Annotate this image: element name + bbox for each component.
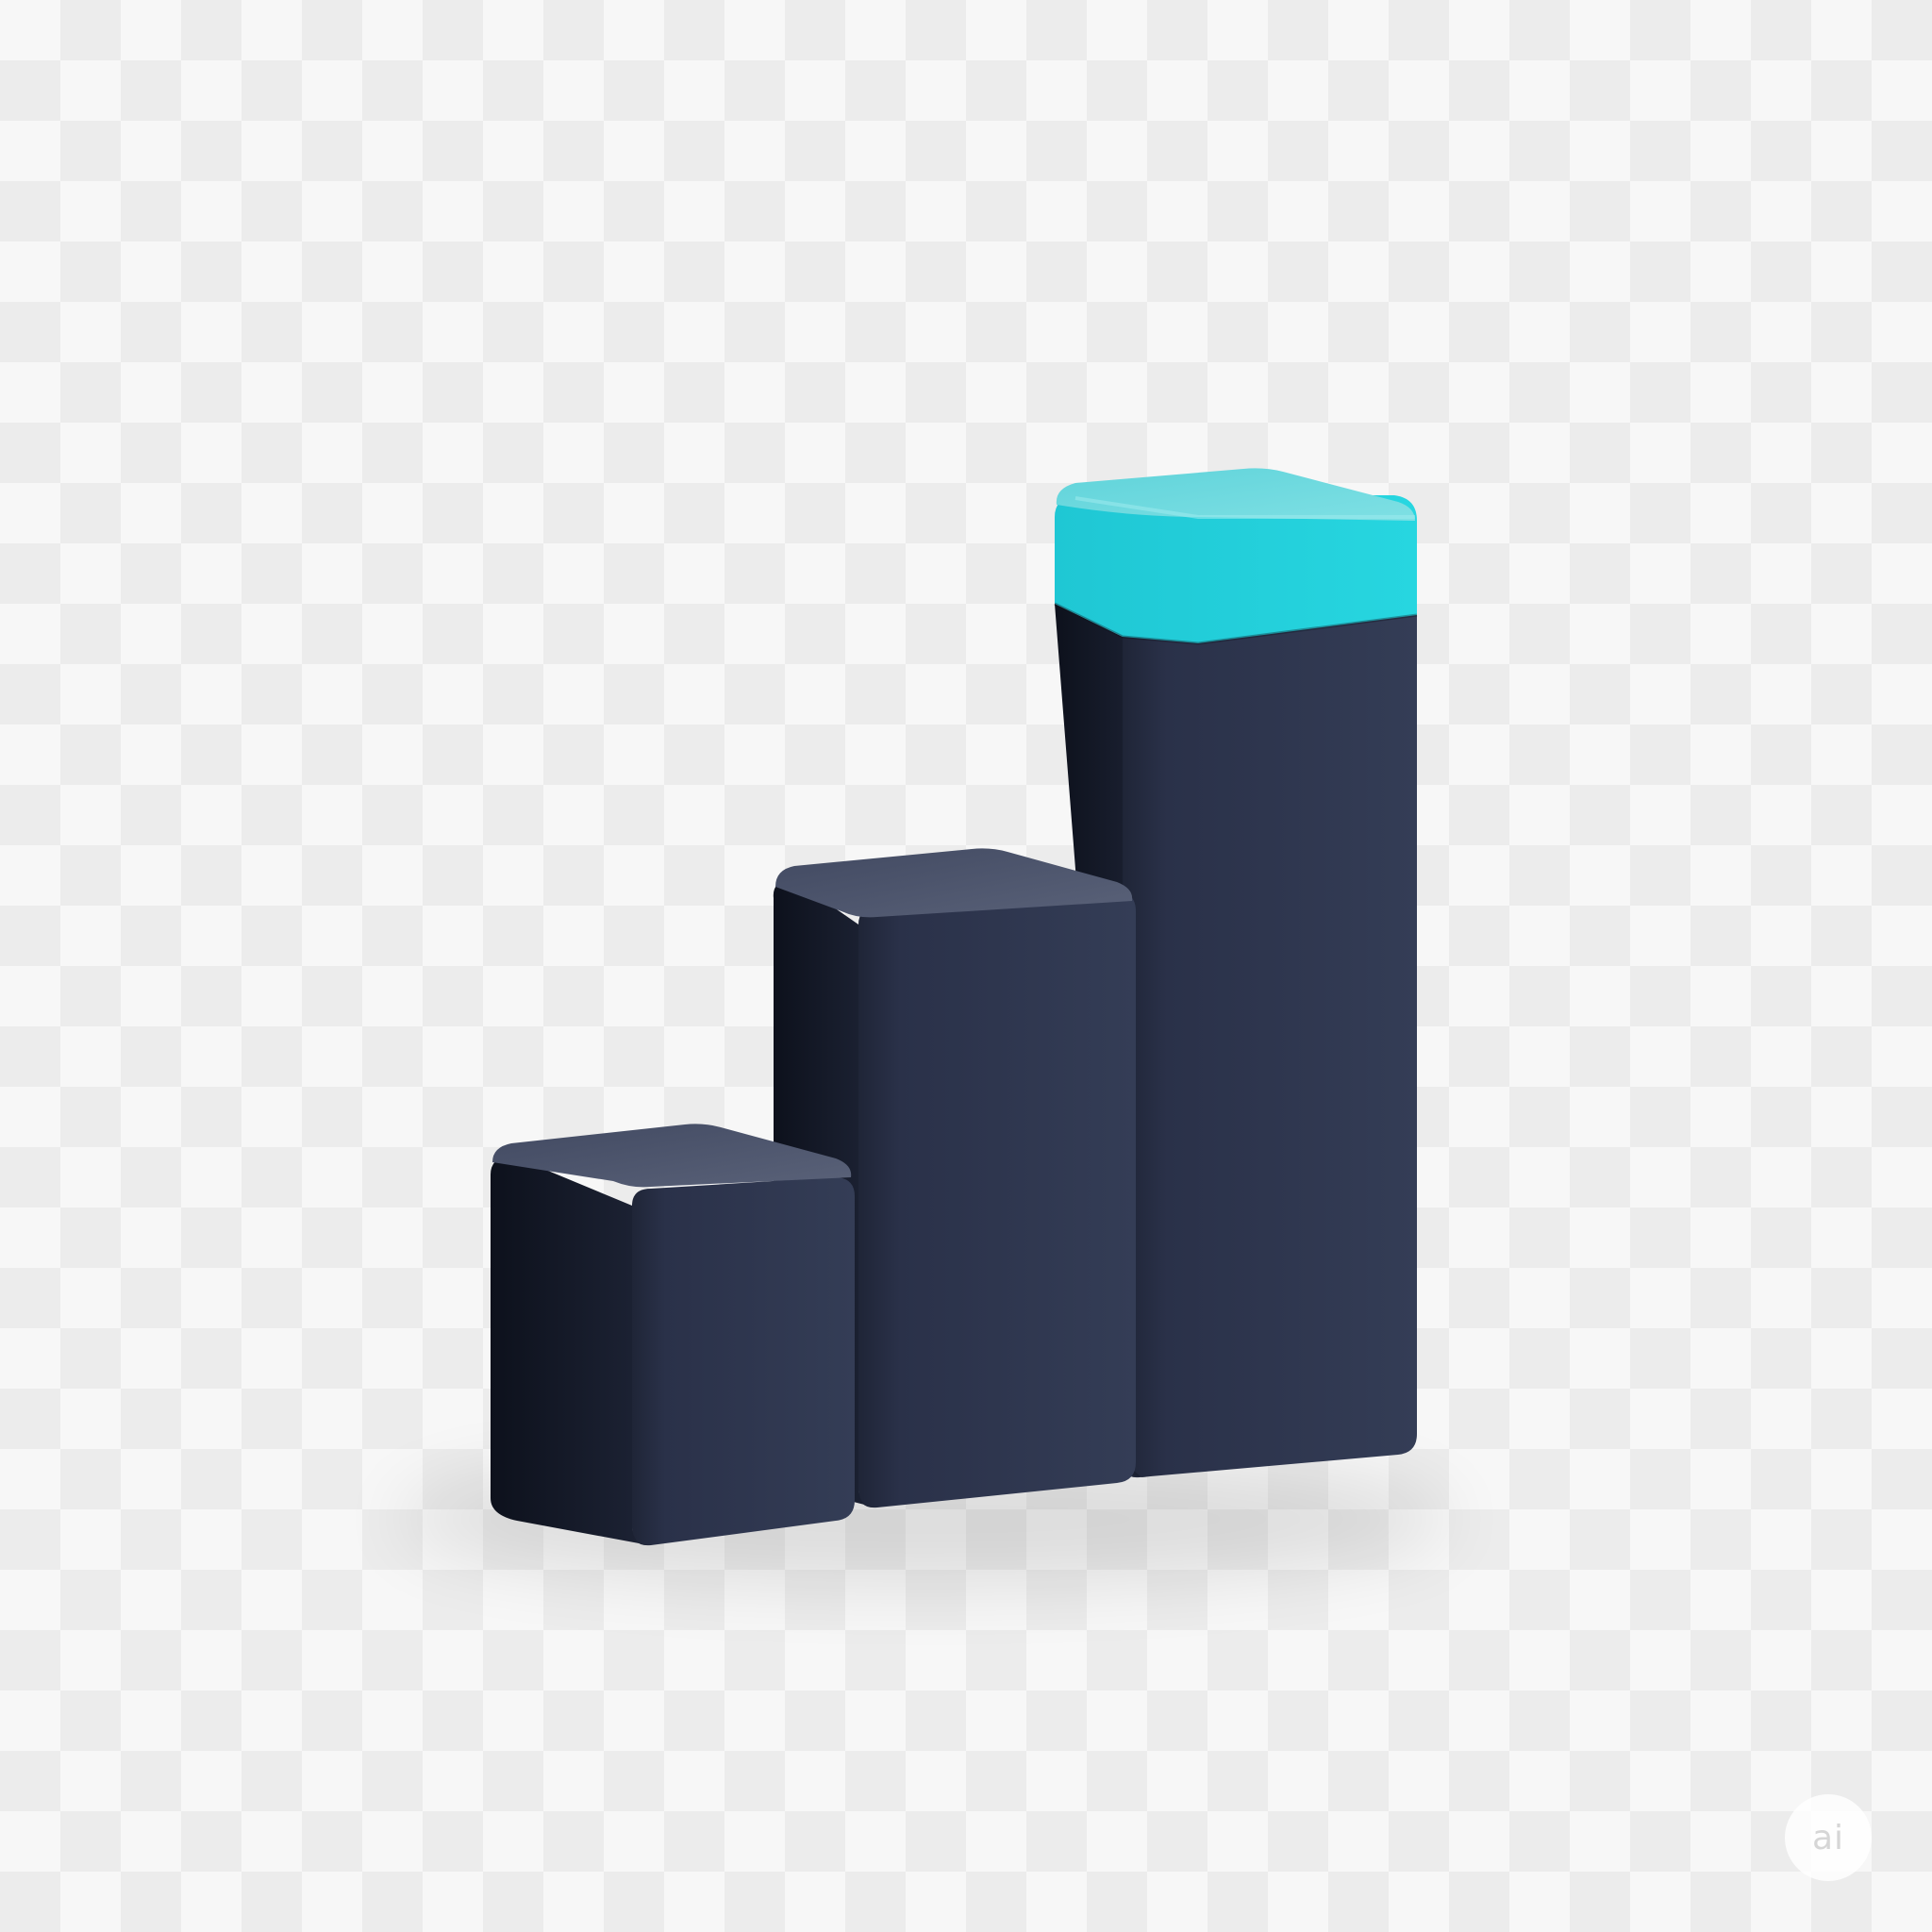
- watermark-text: ai: [1811, 1818, 1845, 1857]
- bar-middle-top: [775, 848, 1133, 918]
- watermark-badge: ai: [1785, 1794, 1872, 1881]
- bar-short-side: [491, 1155, 649, 1545]
- bar-tall-seam: [1054, 602, 1418, 645]
- bar-middle: [773, 848, 1136, 1508]
- bar-middle-front: [858, 891, 1136, 1508]
- bar-short-front: [632, 1177, 855, 1546]
- bar-short-top: [492, 1124, 852, 1188]
- bar-tall: [1054, 468, 1418, 1478]
- bar-short: [491, 1124, 855, 1546]
- bar-tall-cap-front: [1055, 495, 1417, 643]
- bar-tall-front: [1123, 613, 1417, 1478]
- bar-tall-cap-edge: [1074, 496, 1415, 519]
